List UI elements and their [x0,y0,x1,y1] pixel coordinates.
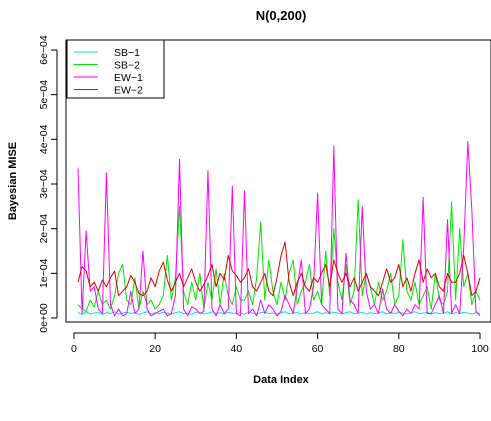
legend-label: EW−1 [114,72,143,84]
y-axis: 0e+00 1e−04 2e−04 3e−04 4e−04 5e−04 6e−04 [38,35,58,333]
x-tick-label: 0 [71,343,77,355]
x-tick-label: 80 [393,343,405,355]
y-tick-label: 2e−04 [38,214,50,244]
x-tick-label: 100 [471,343,489,355]
series-line-3 [77,141,481,317]
plot-frame [65,39,491,323]
y-axis-label: Bayesian MISE [7,142,19,220]
x-tick-label: 60 [312,343,324,355]
x-tick-label: 20 [149,343,161,355]
y-tick-label: 4e−04 [38,124,50,154]
x-axis: 0 20 40 60 80 100 [71,332,489,355]
x-axis-label: Data Index [253,374,310,386]
chart-title: N(0,200) [256,8,307,23]
y-tick-label: 5e−04 [38,80,50,110]
y-tick-label: 6e−04 [38,35,50,65]
series-line-2 [77,199,481,312]
y-tick-label: 1e−04 [38,258,50,288]
y-tick-label: 3e−04 [38,169,50,199]
y-tick-label: 0e+00 [38,303,50,333]
legend: SB−1SB−2EW−1EW−2 [66,39,165,99]
legend-box [66,39,165,99]
x-tick-label: 40 [231,343,243,355]
legend-label: SB−2 [114,60,140,72]
series-line-4 [77,241,481,297]
legend-label: EW−2 [114,85,143,97]
series-layer [77,141,481,317]
legend-label: SB−1 [114,47,140,59]
